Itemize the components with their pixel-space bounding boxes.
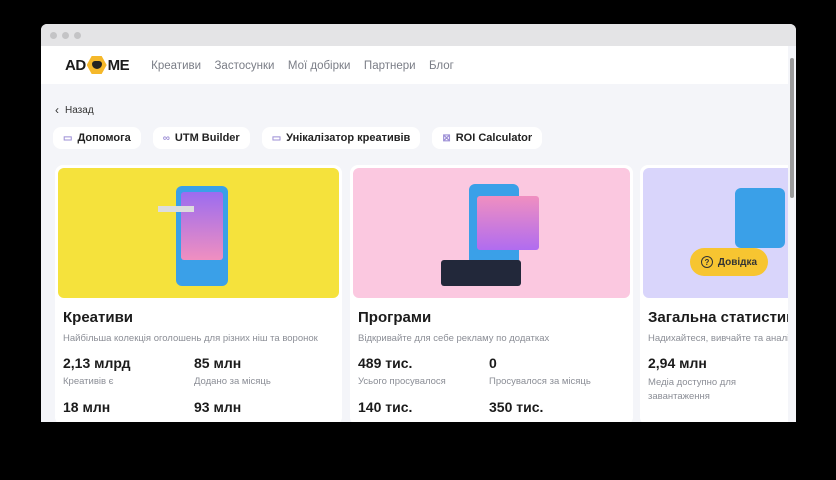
tool-uniqualizer[interactable]: ▭ Унікалізатор креативів xyxy=(261,127,421,149)
stat: 350 тис. xyxy=(489,399,629,415)
card-subtitle: Найбільша колекція оголошень для різних … xyxy=(63,333,318,344)
card-title: Креативи xyxy=(63,309,134,326)
stat: 2,94 млн Медіа доступно для завантаження xyxy=(648,355,768,404)
stat-label: Медіа доступно для завантаження xyxy=(648,377,737,402)
help-label: Довідка xyxy=(717,256,758,268)
chip-label: ROI Calculator xyxy=(455,132,533,144)
stat: 18 млн xyxy=(63,399,194,415)
apps-illustration xyxy=(353,168,630,298)
nav-apps[interactable]: Застосунки xyxy=(214,60,275,72)
stat-value: 350 тис. xyxy=(489,399,544,415)
title-bar xyxy=(41,24,796,46)
stat: 2,13 млрд Креативів є xyxy=(63,355,194,387)
chat-icon: ▭ xyxy=(63,132,73,144)
stat: 93 млн xyxy=(194,399,334,415)
nav-collections[interactable]: Мої добірки xyxy=(287,60,351,72)
statistics-illustration xyxy=(643,168,796,298)
stat-value: 2,13 млрд xyxy=(63,355,131,371)
chip-label: Унікалізатор креативів xyxy=(286,132,411,144)
card-subtitle: Відкривайте для себе рекламу по додатках xyxy=(358,333,550,344)
logo[interactable]: AD ME xyxy=(65,56,130,74)
monitor-icon: ▭ xyxy=(271,132,282,144)
card-apps[interactable]: Програми Відкривайте для себе рекламу по… xyxy=(350,165,633,422)
stat-value: 140 тис. xyxy=(358,399,413,415)
stat-value: 85 млн xyxy=(194,355,242,371)
stat-value: 489 тис. xyxy=(358,355,413,371)
stat-value: 93 млн xyxy=(194,399,242,415)
browser-window: AD ME Креативи Застосунки Мої добірки Пар… xyxy=(41,24,796,422)
chevron-left-icon: ‹ xyxy=(55,103,59,117)
stat-label: Креативів є xyxy=(63,376,114,387)
stat-label: Просувалося за місяць xyxy=(489,376,591,387)
card-creatives[interactable]: Креативи Найбільша колекція оголошень дл… xyxy=(55,165,342,422)
card-title: Загальна статистика xyxy=(648,309,796,326)
card-subtitle: Надихайтеся, вивчайте та аналізуйте xyxy=(648,333,796,344)
tool-help[interactable]: ▭ Допомога xyxy=(53,127,141,149)
nav-creatives[interactable]: Креативи xyxy=(151,60,202,72)
scrollbar[interactable] xyxy=(788,46,796,422)
maximize-dot[interactable] xyxy=(74,31,81,39)
main-nav: Креативи Застосунки Мої добірки Партнери… xyxy=(151,56,463,74)
chip-label: Допомога xyxy=(77,132,131,144)
chip-label: UTM Builder xyxy=(174,132,240,144)
card-title: Програми xyxy=(358,309,432,326)
tool-roi-calculator[interactable]: ⊠ ROI Calculator xyxy=(432,127,543,149)
stat-value: 18 млн xyxy=(63,399,111,415)
help-button[interactable]: ? Довідка xyxy=(690,248,768,276)
calculator-icon: ⊠ xyxy=(442,132,451,144)
stat: 85 млн Додано за місяць xyxy=(194,355,334,387)
tool-utm-builder[interactable]: ∞ UTM Builder xyxy=(152,127,250,149)
close-dot[interactable] xyxy=(50,31,57,39)
nav-blog[interactable]: Блог xyxy=(429,60,454,72)
back-label: Назад xyxy=(65,104,94,116)
stat: 489 тис. Усього просувалося xyxy=(358,355,489,387)
tools-row: ▭ Допомога ∞ UTM Builder ▭ Унікалізатор кре… xyxy=(53,127,543,149)
minimize-dot[interactable] xyxy=(62,31,69,39)
header: AD ME Креативи Застосунки Мої добірки Пар… xyxy=(41,46,796,84)
stat-value: 2,94 млн xyxy=(648,355,707,371)
stat: 140 тис. xyxy=(358,399,489,415)
stat-label: Додано за місяць xyxy=(194,376,271,387)
card-statistics[interactable]: Загальна статистика Надихайтеся, вивчайт… xyxy=(640,165,796,422)
stat: 0 Просувалося за місяць xyxy=(489,355,629,387)
stat-label: Усього просувалося xyxy=(358,376,446,387)
nav-partners[interactable]: Партнери xyxy=(363,60,416,72)
stat-value: 0 xyxy=(489,355,497,371)
creatives-illustration xyxy=(58,168,339,298)
scrollbar-thumb[interactable] xyxy=(790,58,794,198)
link-icon: ∞ xyxy=(162,132,170,144)
back-link[interactable]: ‹ Назад xyxy=(55,103,94,117)
question-icon: ? xyxy=(700,256,713,268)
heart-hex-icon xyxy=(86,56,107,74)
